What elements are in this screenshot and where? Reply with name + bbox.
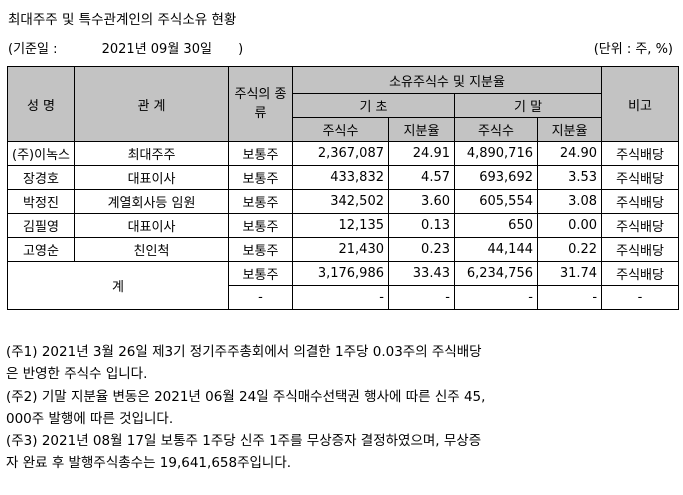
header-begin: 기 초	[292, 93, 455, 118]
total-row: 계 보통주 3,176,986 33.43 6,234,756 31.74 주식…	[7, 261, 680, 310]
cell-note: 주식배당	[601, 165, 680, 190]
cell-begin-ratio: 24.91	[388, 141, 455, 166]
cell-end-ratio: 24.90	[536, 141, 603, 166]
cell-name: 고영순	[7, 237, 75, 262]
cell-name: 박정진	[7, 189, 75, 214]
table-row: 장경호 대표이사 보통주 433,832 4.57 693,692 3.53 주…	[7, 165, 680, 190]
cell-name: (주)이녹스	[7, 141, 75, 166]
cell-relation: 대표이사	[74, 165, 229, 190]
cell-relation: 계열회사등 임원	[74, 189, 229, 214]
cell-type: -	[228, 285, 293, 310]
cell-end-ratio: -	[536, 285, 603, 310]
header-end-shares: 주식수	[454, 117, 538, 142]
document-title: 최대주주 및 특수관계인의 주식소유 현황	[8, 12, 237, 28]
cell-begin-shares: 3,176,986	[292, 261, 389, 286]
cell-type: 보통주	[228, 237, 293, 262]
table-row: (주)이녹스 최대주주 보통주 2,367,087 24.91 4,890,71…	[7, 141, 680, 166]
cell-type: 보통주	[228, 165, 293, 190]
cell-begin-shares: -	[292, 285, 389, 310]
header-end: 기 말	[453, 93, 603, 118]
header-name: 성 명	[7, 66, 75, 142]
header-holdings: 소유주식수 및 지분율	[291, 66, 603, 94]
header-begin-ratio: 지분율	[388, 117, 455, 142]
cell-begin-ratio: -	[388, 285, 455, 310]
cell-relation: 최대주주	[74, 141, 229, 166]
table-row: 김필영 대표이사 보통주 12,135 0.13 650 0.00 주식배당	[7, 213, 680, 238]
base-date: (기준일 : 2021년 09월 30일 )	[8, 38, 243, 57]
cell-end-shares: 693,692	[454, 165, 538, 190]
base-date-label: (기준일 :	[8, 42, 58, 57]
shareholding-table: 성 명 관 계 주식의 종류 소유주식수 및 지분율 비고 기 초 기 말 주식…	[7, 66, 680, 310]
cell-end-ratio: 3.08	[536, 189, 603, 214]
cell-note: 주식배당	[601, 141, 680, 166]
cell-begin-ratio: 0.23	[388, 237, 455, 262]
cell-relation: 대표이사	[74, 213, 229, 238]
cell-begin-ratio: 33.43	[388, 261, 455, 286]
footnotes: (주1) 2021년 3월 26일 제3기 정기주주총회에서 의결한 1주당 0…	[6, 341, 678, 475]
cell-begin-ratio: 3.60	[388, 189, 455, 214]
cell-note: -	[601, 285, 680, 310]
header-begin-shares: 주식수	[292, 117, 389, 142]
cell-note: 주식배당	[601, 189, 680, 214]
cell-end-ratio: 0.22	[536, 237, 603, 262]
table-row: 고영순 친인척 보통주 21,430 0.23 44,144 0.22 주식배당	[7, 237, 680, 262]
cell-type: 보통주	[228, 213, 293, 238]
footnote-line: 자 완료 후 발행주식총수는 19,641,658주입니다.	[6, 455, 292, 472]
cell-note: 주식배당	[601, 261, 680, 286]
cell-end-shares: -	[454, 285, 538, 310]
cell-begin-shares: 21,430	[292, 237, 389, 262]
unit-label: (단위 : 주, %)	[593, 42, 673, 57]
cell-note: 주식배당	[601, 237, 680, 262]
cell-relation: 친인척	[74, 237, 229, 262]
header-stock-type: 주식의 종류	[228, 66, 293, 142]
cell-type: 보통주	[228, 261, 293, 286]
cell-name: 김필영	[7, 213, 75, 238]
total-row: - - - - - -	[8, 285, 680, 310]
base-date-value: 2021년 09월 30일	[101, 42, 212, 57]
cell-end-ratio: 31.74	[536, 261, 603, 286]
cell-begin-shares: 342,502	[292, 189, 389, 214]
cell-name: 장경호	[7, 165, 75, 190]
cell-type: 보통주	[228, 141, 293, 166]
header-note: 비고	[601, 66, 680, 142]
cell-end-shares: 4,890,716	[454, 141, 538, 166]
cell-begin-ratio: 4.57	[388, 165, 455, 190]
header-relation: 관 계	[74, 66, 229, 142]
cell-begin-shares: 433,832	[292, 165, 389, 190]
cell-end-ratio: 0.00	[536, 213, 603, 238]
base-date-close: )	[238, 42, 244, 57]
cell-end-shares: 650	[454, 213, 538, 238]
footnote-line: (주1) 2021년 3월 26일 제3기 정기주주총회에서 의결한 1주당 0…	[6, 344, 482, 360]
cell-begin-shares: 2,367,087	[292, 141, 389, 166]
header-end-ratio: 지분율	[536, 117, 603, 142]
total-label: 계	[7, 261, 229, 310]
cell-end-ratio: 3.53	[536, 165, 603, 190]
footnote-line: (주3) 2021년 08월 17일 보통주 1주당 신주 1주를 무상증자 결…	[6, 433, 482, 450]
table-row: 박정진 계열회사등 임원 보통주 342,502 3.60 605,554 3.…	[7, 189, 680, 214]
footnote-line: 000주 발행에 따른 것입니다.	[6, 410, 174, 427]
cell-begin-shares: 12,135	[292, 213, 389, 238]
cell-end-shares: 605,554	[454, 189, 538, 214]
footnote-line: 은 반영한 주식수 입니다.	[6, 366, 148, 383]
cell-end-shares: 6,234,756	[454, 261, 538, 286]
footnote-line: (주2) 기말 지분율 변동은 2021년 06월 24일 주식매수선택권 행사…	[6, 388, 486, 405]
cell-note: 주식배당	[601, 213, 680, 238]
cell-type: 보통주	[228, 189, 293, 214]
cell-end-shares: 44,144	[454, 237, 538, 262]
cell-begin-ratio: 0.13	[388, 213, 455, 238]
